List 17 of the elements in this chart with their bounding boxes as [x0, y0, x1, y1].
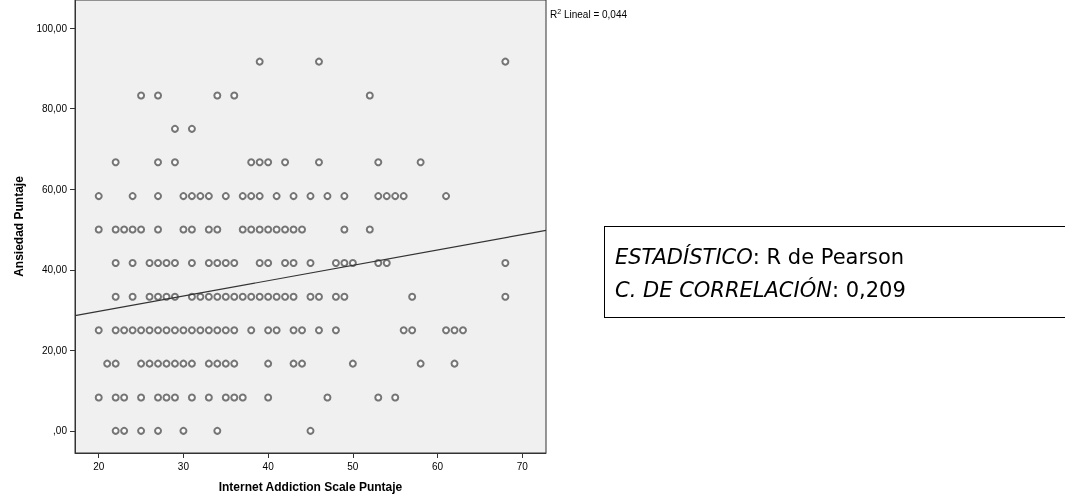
x-tick-label: 30 — [177, 460, 190, 472]
x-tick-label: 40 — [262, 460, 275, 472]
x-tick-label: 20 — [93, 460, 105, 472]
y-tick-label: 60,00 — [41, 183, 68, 195]
y-tick-label: 80,00 — [41, 103, 68, 115]
x-axis-title: Internet Addiction Scale Puntaje — [218, 480, 403, 494]
y-tick-label: 20,00 — [41, 344, 68, 356]
y-axis-title: Ansiedad Puntaje — [12, 175, 26, 277]
text: R$^{2}$ Lineal = 0,044 — [550, 8, 628, 21]
y-tick-label: 100,00 — [36, 22, 68, 34]
x-tick-label: 60 — [432, 460, 444, 472]
x-tick-label: 70 — [516, 460, 529, 472]
text: ESTADÍSTICO: R de Pearson — [615, 245, 905, 269]
y-tick-label: 40,00 — [41, 264, 68, 276]
y-tick-label: ,00 — [53, 425, 68, 437]
x-tick-label: 50 — [347, 460, 359, 472]
text: C. DE CORRELACIÓN: 0,209 — [615, 278, 906, 302]
